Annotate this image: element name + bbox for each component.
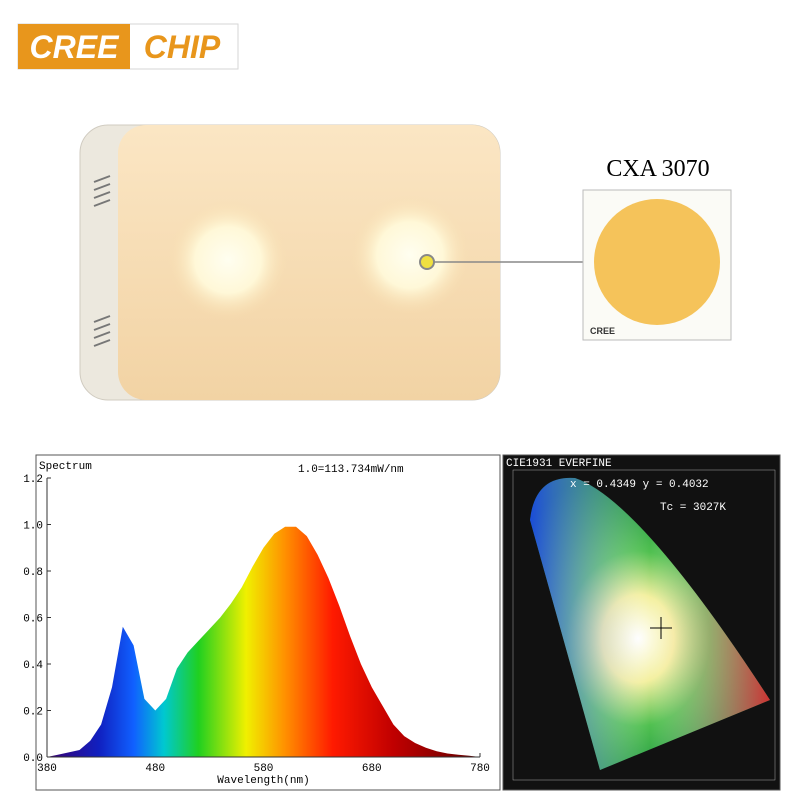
spectrum-chart: Spectrum 1.0=113.734mW/nm Wavelength(nm) 0.… bbox=[23, 461, 490, 787]
cie-panel: CIE1931 EVERFINE x = 0.4349 y = 0.4032 T… bbox=[502, 454, 781, 791]
chip: CXA 3070 CREE bbox=[582, 156, 732, 341]
y-tick-label: 0.8 bbox=[23, 567, 43, 579]
y-tick-label: 0.4 bbox=[23, 660, 43, 672]
y-tick-label: 0.6 bbox=[23, 614, 43, 626]
spectrum-area bbox=[47, 526, 480, 757]
y-tick-label: 0.0 bbox=[23, 753, 43, 765]
lamp bbox=[79, 124, 583, 401]
y-tick-label: 1.0 bbox=[23, 521, 43, 533]
y-tick-label: 0.2 bbox=[23, 707, 43, 719]
x-tick-label: 380 bbox=[37, 763, 57, 775]
x-tick-label: 580 bbox=[254, 763, 274, 775]
cie-title: CIE1931 EVERFINE bbox=[506, 458, 612, 470]
cie-cct: Tc = 3027K bbox=[660, 502, 726, 514]
y-tick-label: 1.2 bbox=[23, 474, 43, 486]
logo: CREE CHIP bbox=[17, 23, 239, 70]
x-tick-label: 480 bbox=[145, 763, 165, 775]
cie-coords: x = 0.4349 y = 0.4032 bbox=[570, 479, 709, 491]
chip-label: CXA 3070 bbox=[606, 156, 709, 182]
chart-title: Spectrum bbox=[39, 461, 92, 473]
chip-brand: CREE bbox=[590, 326, 615, 336]
logo-word: CREE bbox=[30, 29, 121, 65]
annotation: 1.0=113.734mW/nm bbox=[298, 464, 404, 476]
x-tick-label: 680 bbox=[362, 763, 382, 775]
x-axis-label: Wavelength(nm) bbox=[217, 775, 309, 787]
x-tick-label: 780 bbox=[470, 763, 490, 775]
logo-word: CHIP bbox=[144, 29, 221, 65]
